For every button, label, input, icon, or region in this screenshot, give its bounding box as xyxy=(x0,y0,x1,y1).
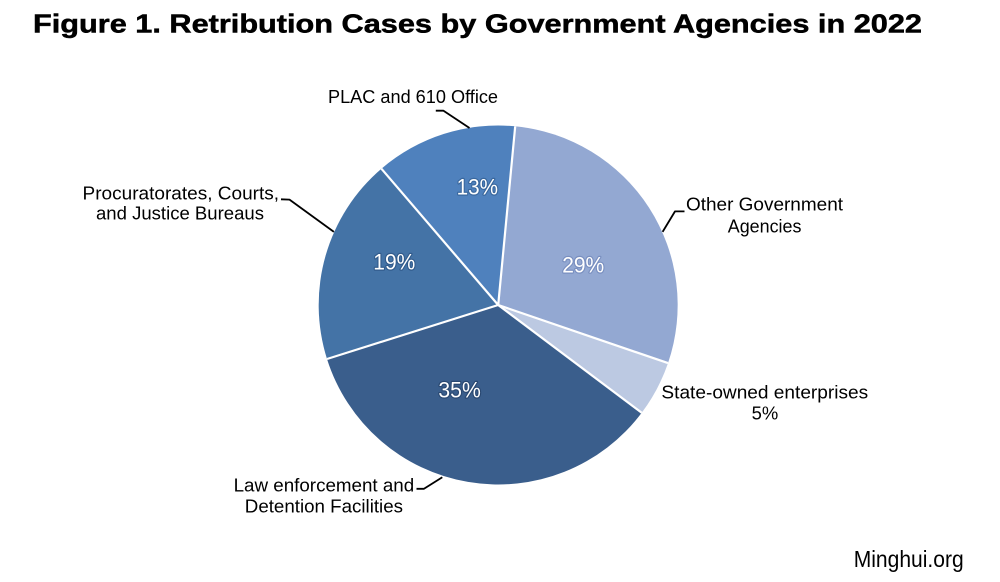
svg-text:19%: 19% xyxy=(373,249,415,274)
svg-text:Detention Facilities: Detention Facilities xyxy=(245,496,403,516)
svg-text:29%: 29% xyxy=(562,253,604,278)
svg-text:Procuratorates, Courts,: Procuratorates, Courts, xyxy=(83,184,280,204)
svg-text:35%: 35% xyxy=(438,378,480,403)
svg-text:PLAC and 610 Office: PLAC and 610 Office xyxy=(328,87,498,107)
svg-text:and Justice Bureaus: and Justice Bureaus xyxy=(96,204,264,224)
svg-text:Minghui.org: Minghui.org xyxy=(854,546,964,572)
svg-text:Agencies: Agencies xyxy=(728,216,802,236)
svg-text:5%: 5% xyxy=(752,404,779,424)
svg-text:19%: 19% xyxy=(373,249,415,274)
svg-text:29%: 29% xyxy=(562,253,604,278)
svg-text:Figure 1. Retribution Cases by: Figure 1. Retribution Cases by Governmen… xyxy=(33,9,922,39)
svg-text:State-owned enterprises: State-owned enterprises xyxy=(661,383,868,403)
svg-text:35%: 35% xyxy=(438,378,480,403)
svg-text:Law enforcement and: Law enforcement and xyxy=(234,475,415,495)
svg-text:Other Government: Other Government xyxy=(686,195,843,215)
svg-text:13%: 13% xyxy=(457,174,498,199)
svg-text:13%: 13% xyxy=(457,174,498,199)
